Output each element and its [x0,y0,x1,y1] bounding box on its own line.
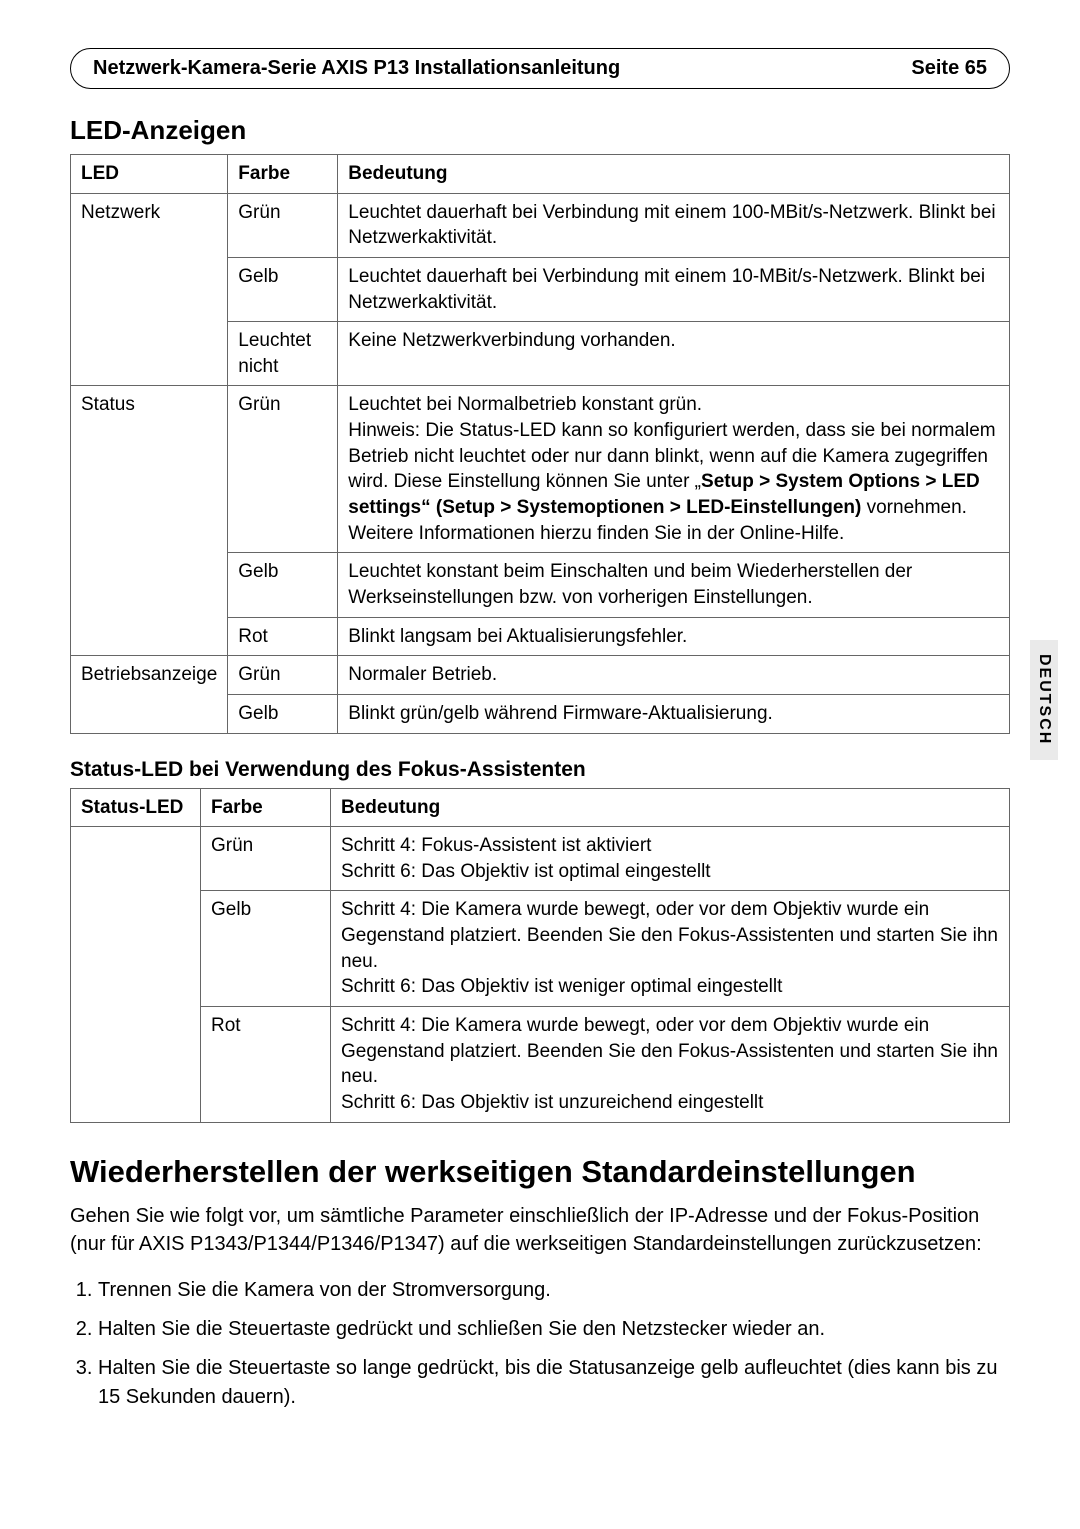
header-page-number: Seite 65 [911,57,987,80]
cell-bedeutung: Normaler Betrieb. [338,656,1010,695]
cell-farbe: Rot [228,617,338,656]
reset-steps-list: Trennen Sie die Kamera von der Stromvers… [70,1276,1010,1412]
cell-led: Betriebsanzeige [71,656,228,733]
col-header-farbe: Farbe [228,155,338,194]
table-row: BetriebsanzeigeGrünNormaler Betrieb. [71,656,1010,695]
cell-bedeutung: Schritt 4: Fokus-Assistent ist aktiviert… [331,827,1010,891]
cell-bedeutung: Leuchtet konstant beim Einschalten und b… [338,553,1010,617]
cell-bedeutung: Schritt 4: Die Kamera wurde bewegt, oder… [331,1007,1010,1123]
cell-bedeutung: Leuchtet dauerhaft bei Verbindung mit ei… [338,257,1010,321]
table-row: StatusGrünLeuchtet bei Normalbetrieb kon… [71,386,1010,553]
cell-farbe: Grün [228,386,338,553]
col-header-statusled: Status-LED [71,788,201,827]
col-header-bedeutung2: Bedeutung [331,788,1010,827]
cell-bedeutung: Blinkt grün/gelb während Firmware-Aktual… [338,694,1010,733]
page-header-bar: Netzwerk-Kamera-Serie AXIS P13 Installat… [70,48,1010,89]
cell-farbe: Rot [201,1007,331,1123]
cell-bedeutung: Keine Netzwerkverbindung vorhanden. [338,322,1010,386]
language-tab: DEUTSCH [1030,640,1058,760]
cell-farbe: Gelb [228,257,338,321]
cell-farbe: Gelb [228,694,338,733]
cell-bedeutung: Schritt 4: Die Kamera wurde bewegt, oder… [331,891,1010,1007]
table-status-led-fokus: Status-LED Farbe Bedeutung GrünSchritt 4… [70,788,1010,1123]
table-led-anzeigen: LED Farbe Bedeutung NetzwerkGrünLeuchtet… [70,154,1010,734]
reset-step: Halten Sie die Steuertaste so lange gedr… [98,1354,1010,1412]
cell-farbe: Gelb [201,891,331,1007]
cell-led: Netzwerk [71,193,228,386]
cell-led: Status [71,386,228,656]
table-row: NetzwerkGrünLeuchtet dauerhaft bei Verbi… [71,193,1010,257]
language-tab-label: DEUTSCH [1035,654,1053,745]
table-row: RotSchritt 4: Die Kamera wurde bewegt, o… [71,1007,1010,1123]
heading-led-anzeigen: LED-Anzeigen [70,115,1010,146]
heading-status-led-fokus: Status-LED bei Verwendung des Fokus-Assi… [70,758,1010,782]
cell-farbe: Grün [228,656,338,695]
heading-wiederherstellen: Wiederherstellen der werkseitigen Standa… [70,1153,1010,1190]
cell-led [71,827,201,1122]
table-row: GrünSchritt 4: Fokus-Assistent ist aktiv… [71,827,1010,891]
col-header-led: LED [71,155,228,194]
cell-farbe: Grün [228,193,338,257]
cell-bedeutung: Blinkt langsam bei Aktualisierungsfehler… [338,617,1010,656]
cell-bedeutung: Leuchtet dauerhaft bei Verbindung mit ei… [338,193,1010,257]
cell-bedeutung: Leuchtet bei Normalbetrieb konstant grün… [338,386,1010,553]
cell-farbe: Leuchtet nicht [228,322,338,386]
cell-farbe: Gelb [228,553,338,617]
reset-step: Trennen Sie die Kamera von der Stromvers… [98,1276,1010,1305]
col-header-bedeutung: Bedeutung [338,155,1010,194]
col-header-farbe2: Farbe [201,788,331,827]
document-page: Netzwerk-Kamera-Serie AXIS P13 Installat… [0,0,1080,1529]
table-row: GelbSchritt 4: Die Kamera wurde bewegt, … [71,891,1010,1007]
reset-intro-paragraph: Gehen Sie wie folgt vor, um sämtliche Pa… [70,1202,1010,1258]
header-title: Netzwerk-Kamera-Serie AXIS P13 Installat… [93,57,620,80]
reset-step: Halten Sie die Steuertaste gedrückt und … [98,1315,1010,1344]
cell-farbe: Grün [201,827,331,891]
